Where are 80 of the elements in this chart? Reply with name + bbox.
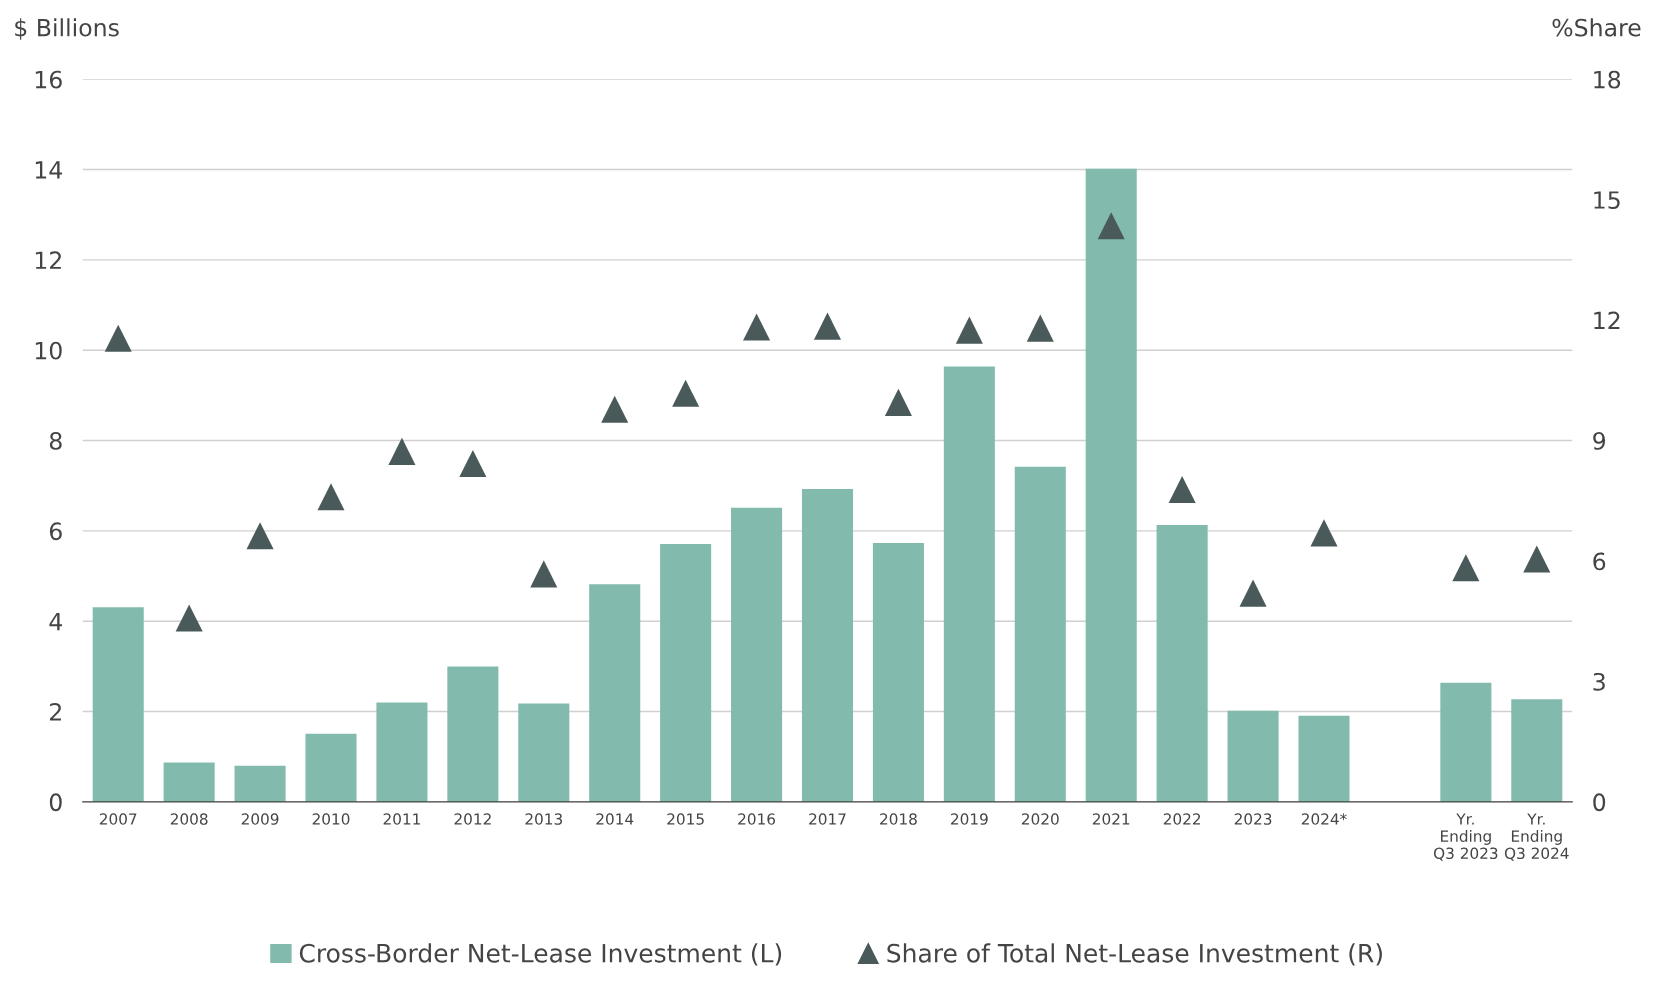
x-tick-label: 2008 [170, 813, 208, 825]
bar [234, 765, 286, 802]
y2-tick-label: 0 [1593, 793, 1606, 812]
bar [731, 507, 783, 802]
bar [872, 543, 924, 802]
point [388, 437, 416, 465]
x-tick-label: 2010 [312, 813, 350, 825]
x-tick-label: 2022 [1163, 813, 1201, 825]
point [884, 388, 912, 416]
x-tick-label: 2014 [596, 813, 634, 825]
y-tick-label: 14 [35, 161, 62, 179]
bar [1227, 710, 1279, 802]
bar [518, 703, 570, 802]
x-tick-label: 2018 [880, 813, 917, 825]
y-tick-label: 4 [49, 612, 62, 631]
x-tick-label: 2019 [951, 813, 988, 825]
x-tick-label: 2009 [241, 813, 279, 825]
bar [163, 762, 215, 802]
point [1168, 476, 1196, 504]
point [743, 313, 771, 341]
y2-tick-label: 18 [1594, 70, 1621, 89]
y2-tick-label: 9 [1593, 432, 1606, 450]
point [1452, 554, 1480, 582]
bar [305, 733, 357, 802]
x-tick-label: Yr. Ending Q3 2023 [1433, 813, 1498, 861]
x-tick-label: 2023 [1234, 813, 1272, 825]
x-tick-label: 2013 [525, 813, 562, 825]
bar [92, 607, 144, 802]
bar [589, 584, 641, 802]
bar [1156, 525, 1208, 802]
point [1097, 212, 1125, 240]
x-tick-label: 2016 [738, 813, 776, 825]
point [246, 522, 274, 550]
bar [801, 488, 854, 802]
x-tick-label: 2024* [1301, 813, 1347, 825]
x-tick-label: 2020 [1021, 813, 1059, 825]
bar [1440, 682, 1492, 802]
y-tick-label: 12 [35, 251, 61, 269]
bar [1511, 699, 1563, 802]
bar [447, 666, 499, 802]
bar [1298, 715, 1350, 802]
bar [376, 702, 428, 802]
x-tick-label: 2011 [383, 813, 420, 825]
y2-axis-title: %Share [1552, 18, 1641, 37]
x-tick-label: 2012 [454, 813, 491, 825]
point [955, 316, 983, 344]
point [1026, 314, 1054, 342]
y-tick-label: 2 [50, 703, 61, 721]
y-tick-label: 8 [49, 432, 62, 450]
y-tick-label: 16 [35, 70, 62, 89]
point [813, 312, 842, 340]
y-tick-label: 0 [49, 793, 62, 812]
point [104, 324, 132, 352]
x-tick-label: 2017 [809, 813, 846, 825]
bar [660, 543, 712, 802]
bar [1085, 168, 1137, 802]
x-tick-label: 2015 [667, 813, 704, 825]
point [1523, 545, 1551, 573]
y2-tick-label: 6 [1593, 552, 1606, 571]
point [175, 604, 203, 632]
y2-tick-label: 12 [1594, 311, 1620, 330]
point [1239, 579, 1267, 607]
x-tick-label: 2021 [1092, 813, 1130, 825]
point [530, 560, 558, 588]
point [601, 395, 629, 423]
y-tick-label: 10 [35, 341, 62, 360]
y-tick-label: 6 [49, 522, 62, 541]
bar [943, 366, 995, 802]
y2-tick-label: 15 [1594, 191, 1620, 209]
y2-tick-label: 3 [1593, 672, 1605, 691]
point [317, 483, 345, 511]
bar [1014, 466, 1066, 802]
x-tick-label: Yr. Ending Q3 2024 [1504, 813, 1569, 861]
y-axis-title: $ Billions [15, 18, 119, 40]
point [1310, 519, 1338, 547]
point [459, 449, 487, 477]
x-tick-label: 2007 [99, 813, 137, 825]
legend-label: Share of Total Net-Lease Investment (R) [887, 943, 1382, 966]
legend-label: Cross-Border Net-Lease Investment (L) [299, 943, 782, 966]
point [672, 379, 700, 407]
